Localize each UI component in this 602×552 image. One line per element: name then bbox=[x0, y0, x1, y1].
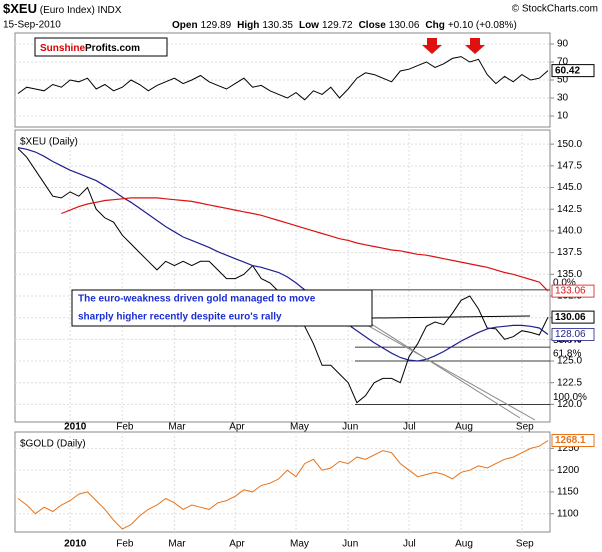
last-value-box bbox=[551, 64, 595, 78]
y-tick-label: 122.5 bbox=[557, 377, 582, 388]
x-tick-label: 2010 bbox=[64, 422, 87, 433]
quote-label: Close bbox=[359, 20, 387, 31]
logo: SunshineProfits.com bbox=[40, 43, 140, 54]
y-tick-label: 70 bbox=[557, 57, 569, 68]
last-value-box bbox=[551, 328, 595, 341]
last-value-label: 130.06 bbox=[555, 312, 586, 323]
x-tick-label: Jul bbox=[403, 539, 416, 550]
x-tick-label: Mar bbox=[168, 422, 186, 433]
y-tick-label: 125.0 bbox=[557, 356, 582, 367]
x-tick-label: May bbox=[290, 422, 309, 433]
x-tick-label: May bbox=[290, 539, 309, 550]
y-tick-label: 1100 bbox=[557, 508, 579, 519]
annotation: sharply higher recently despite euro's r… bbox=[78, 312, 282, 323]
x-tick-label: 2010 bbox=[64, 539, 87, 550]
x-tick-label: Mar bbox=[168, 539, 186, 550]
symbol-name: (Euro Index) INDX bbox=[40, 5, 122, 16]
quote-label: High bbox=[237, 20, 259, 31]
level-label: 100.0% bbox=[553, 392, 587, 403]
quote-value: 129.89 bbox=[201, 20, 232, 31]
x-tick-label: Apr bbox=[229, 422, 245, 433]
y-tick-label: 145.0 bbox=[557, 182, 582, 193]
x-tick-label: Aug bbox=[455, 539, 473, 550]
quote-value: +0.10 (+0.08%) bbox=[448, 20, 517, 31]
y-tick-label: 140.0 bbox=[557, 226, 582, 237]
quote-label: Open bbox=[172, 20, 198, 31]
credit: © StockCharts.com bbox=[512, 4, 598, 15]
series-line bbox=[17, 147, 549, 362]
quote: Open 129.89 High 130.35 Low 129.72 Close 130.06… bbox=[172, 20, 517, 31]
y-tick-label: 1200 bbox=[557, 465, 580, 476]
y-tick-label: 137.5 bbox=[557, 247, 582, 258]
y-tick-label: 147.5 bbox=[557, 160, 582, 171]
quote-value: 130.06 bbox=[389, 20, 420, 31]
level-label: 61.8% bbox=[553, 349, 581, 360]
y-tick-label: 135.0 bbox=[557, 269, 582, 280]
series-line bbox=[17, 440, 549, 530]
last-value-label: 60.42 bbox=[555, 65, 580, 76]
last-value-label: 1268.1 bbox=[555, 435, 586, 446]
y-tick-label: 150.0 bbox=[557, 139, 582, 150]
y-tick-label: 120.0 bbox=[557, 399, 582, 410]
pointer-line bbox=[364, 323, 536, 421]
annotation: The euro-weakness driven gold managed to… bbox=[78, 294, 316, 305]
quote-value: 130.35 bbox=[262, 20, 293, 31]
last-value-label: 128.06 bbox=[555, 329, 586, 340]
panel-label: $GOLD (Daily) bbox=[20, 439, 86, 450]
pointer-line bbox=[364, 319, 521, 419]
x-tick-label: Feb bbox=[116, 422, 134, 433]
y-tick-label: 10 bbox=[557, 111, 569, 122]
symbol: $XEU bbox=[3, 1, 37, 16]
logo-box bbox=[34, 37, 168, 57]
level-label: 0.0% bbox=[553, 278, 576, 289]
last-value-label: 133.06 bbox=[555, 286, 586, 297]
date: 15-Sep-2010 bbox=[3, 20, 61, 31]
quote-label: Chg bbox=[425, 20, 444, 31]
series-line bbox=[61, 197, 549, 292]
x-tick-label: Jul bbox=[403, 422, 416, 433]
x-tick-label: Sep bbox=[516, 539, 534, 550]
x-tick-label: Feb bbox=[116, 539, 134, 550]
panel-label: $XEU (Daily) bbox=[20, 137, 78, 148]
chart-header: $XEU (Euro Index) INDX bbox=[3, 1, 122, 16]
annotation-box bbox=[71, 289, 373, 327]
x-tick-label: Apr bbox=[229, 539, 245, 550]
logo-part: Profits.com bbox=[85, 43, 140, 54]
y-tick-label: 142.5 bbox=[557, 204, 582, 215]
x-tick-label: Jun bbox=[342, 539, 358, 550]
last-value-box bbox=[551, 310, 595, 324]
y-tick-label: 30 bbox=[557, 93, 569, 104]
price-panel bbox=[14, 129, 551, 423]
x-tick-label: Jun bbox=[342, 422, 358, 433]
arrow bbox=[422, 38, 442, 54]
x-tick-label: Aug bbox=[455, 422, 473, 433]
quote-value: 129.72 bbox=[322, 20, 353, 31]
series-line bbox=[17, 56, 549, 101]
last-value-box bbox=[551, 433, 595, 447]
y-tick-label: 1250 bbox=[557, 443, 580, 454]
y-tick-label: 50 bbox=[557, 75, 569, 86]
y-tick-label: 1150 bbox=[557, 487, 579, 498]
x-tick-label: Sep bbox=[516, 422, 534, 433]
last-value-box bbox=[551, 284, 595, 298]
logo-part: Sunshine bbox=[40, 43, 85, 54]
y-tick-label: 90 bbox=[557, 39, 569, 50]
gold-panel bbox=[14, 431, 551, 533]
arrow bbox=[465, 38, 485, 54]
quote-label: Low bbox=[299, 20, 319, 31]
